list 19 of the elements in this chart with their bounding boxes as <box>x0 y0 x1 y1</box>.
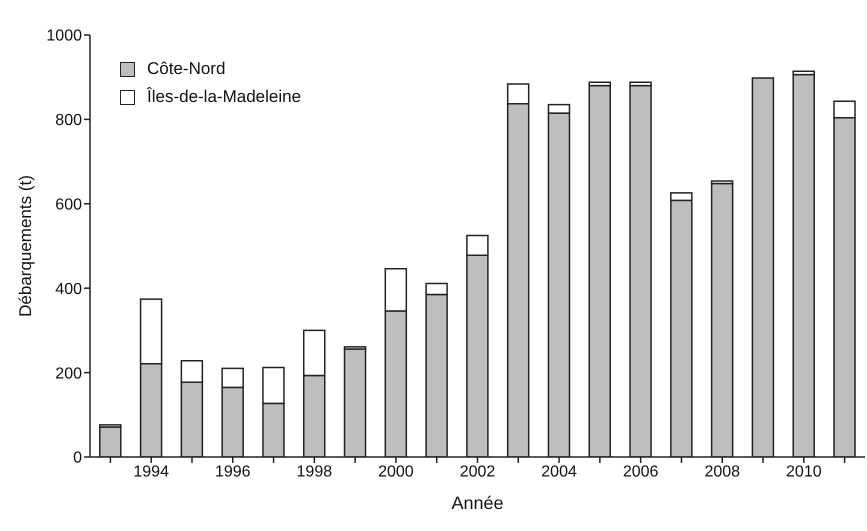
x-axis-title: Année <box>451 493 504 513</box>
x-tick-label: 2004 <box>541 463 577 480</box>
y-tick-label: 400 <box>55 280 82 298</box>
x-tick-label: 1998 <box>296 463 332 480</box>
y-tick-label: 1000 <box>46 28 82 45</box>
x-tick-label: 2006 <box>622 463 659 480</box>
y-tick-label: 800 <box>55 112 82 130</box>
x-tick-label: 1994 <box>133 463 170 480</box>
y-tick-label: 600 <box>55 196 82 214</box>
x-tick-label: 2008 <box>704 463 740 480</box>
x-tick-label: 2002 <box>460 463 496 480</box>
legend-label: Îles-de-la-Madeleine <box>147 86 302 108</box>
x-tick-label: 2010 <box>786 463 822 480</box>
y-tick-label: 200 <box>55 365 82 382</box>
x-tick-label: 1996 <box>214 463 251 480</box>
legend-label: Côte-Nord <box>147 58 226 80</box>
y-axis-title: Débarquements (t) <box>16 175 36 317</box>
y-tick-label: 0 <box>73 450 82 467</box>
x-tick-label: 2000 <box>378 463 414 480</box>
